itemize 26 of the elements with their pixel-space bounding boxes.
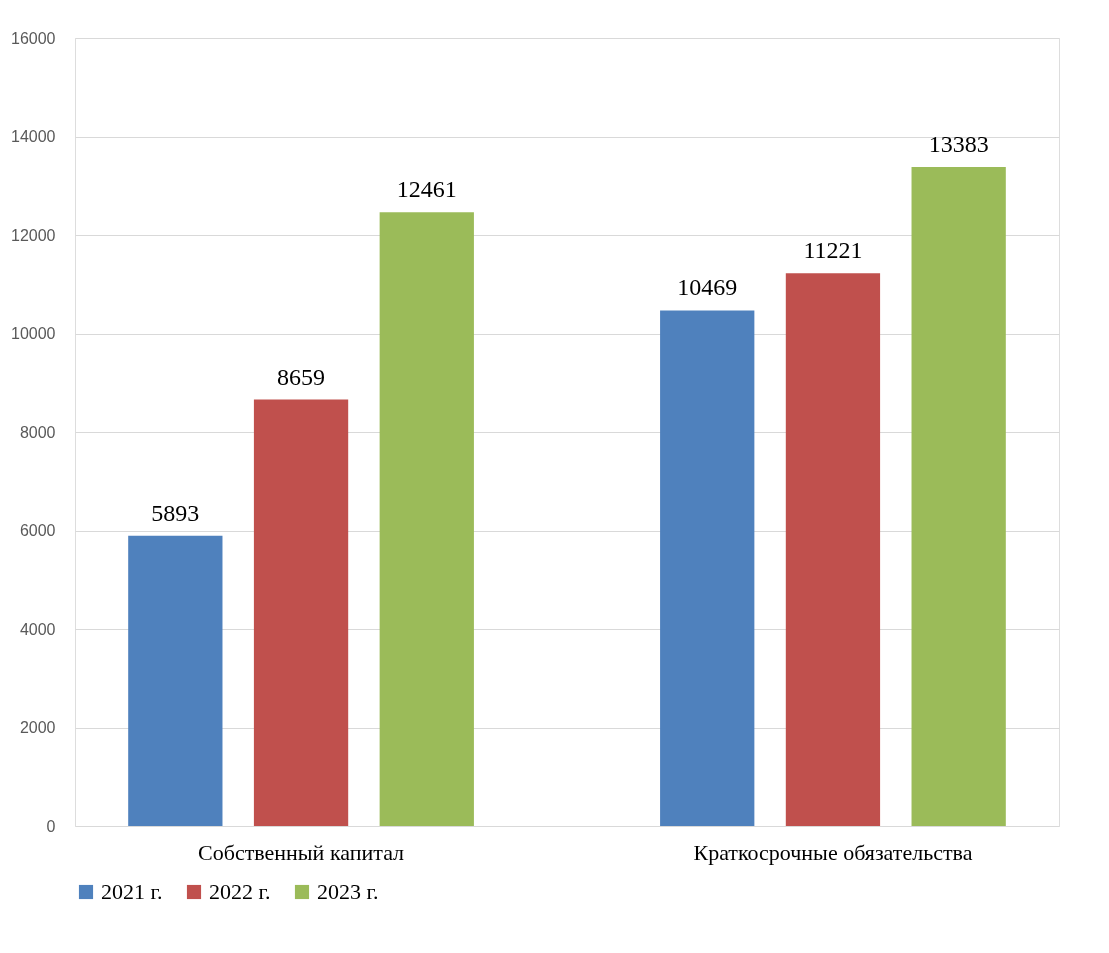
data-label: 5893 <box>151 499 200 526</box>
y-tick-label: 14000 <box>11 128 56 145</box>
y-tick-label: 6000 <box>19 522 56 539</box>
x-tick-label: Краткосрочные обязательства <box>693 839 973 865</box>
legend-label: 2023 г. <box>317 879 379 904</box>
data-label: 10469 <box>677 274 738 301</box>
y-tick-label: 16000 <box>11 29 56 47</box>
bar <box>379 212 474 826</box>
y-tick-label: 12000 <box>11 226 56 244</box>
data-label: 12461 <box>396 176 457 203</box>
bar <box>128 535 223 826</box>
data-label: 13383 <box>928 130 989 157</box>
x-tick-label: Собственный капитал <box>198 839 405 865</box>
data-label: 11221 <box>803 237 863 264</box>
y-tick-label: 2000 <box>19 719 56 736</box>
y-tick-label: 8000 <box>19 423 56 441</box>
legend-label: 2021 г. <box>101 879 163 904</box>
bar <box>785 273 881 826</box>
y-tick-label: 4000 <box>19 620 56 638</box>
bar <box>911 166 1006 826</box>
y-tick-label: 10000 <box>11 325 56 342</box>
bar <box>253 399 349 826</box>
legend-label: 2022 г. <box>209 879 271 904</box>
bar <box>660 310 755 826</box>
y-tick-label: 0 <box>46 817 56 835</box>
data-label: 8659 <box>277 363 326 390</box>
